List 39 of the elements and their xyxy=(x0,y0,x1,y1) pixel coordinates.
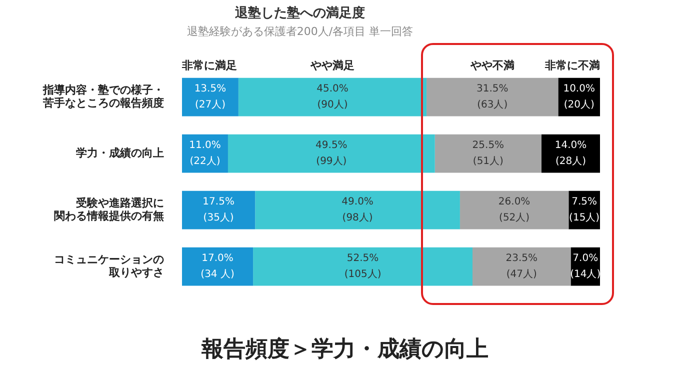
data-label: 7.0% (14人) xyxy=(570,253,601,280)
y-tick-label: 学力・成績の向上 xyxy=(76,146,164,160)
series-label: やや不満 xyxy=(469,59,514,72)
data-label: 45.0% (90人) xyxy=(316,84,348,111)
data-label: 11.0% (22人) xyxy=(189,140,221,168)
bar xyxy=(434,134,542,173)
bar xyxy=(182,247,254,286)
data-label: 49.0% (98人) xyxy=(342,196,374,224)
data-label: 26.0% (52人) xyxy=(498,196,530,224)
data-label: 17.5% (35人) xyxy=(202,196,234,224)
data-label: 25.5% (51人) xyxy=(472,140,504,168)
bar xyxy=(238,78,427,116)
bar xyxy=(426,78,558,116)
bar xyxy=(255,190,460,230)
data-label: 17.0% (34 人) xyxy=(200,253,234,280)
y-tick-label: 受験や進路選択に関わる情報提供の有無 xyxy=(54,196,164,223)
bar xyxy=(228,134,435,173)
bar xyxy=(472,247,571,286)
series-label: 非常に不満 xyxy=(544,59,600,72)
data-label: 10.0% (20人) xyxy=(563,84,595,111)
data-label: 23.5% (47人) xyxy=(506,253,538,280)
y-tick-label: コミュニケーションの取りやすさ xyxy=(54,252,164,280)
bar xyxy=(460,190,569,230)
data-label: 14.0% (28人) xyxy=(554,140,587,168)
y-tick-label: 指導内容・塾での様子・苦手なところの報告頻度 xyxy=(42,83,164,110)
data-label: 13.5% (27人) xyxy=(194,84,226,111)
text: 報告頻度＞学力・成績の向上 xyxy=(200,336,490,364)
data-label: 31.5% (63人) xyxy=(476,84,508,111)
series-label: やや満足 xyxy=(309,59,354,72)
bar xyxy=(541,134,600,173)
series-label: 非常に満足 xyxy=(181,59,237,72)
data-label: 7.5% (15人) xyxy=(569,196,600,224)
chart-subtitle: 退塾経験がある保護者200人/各項目 単一回答 xyxy=(186,25,414,38)
bar xyxy=(182,78,238,116)
chart-title: 退塾した塾への満足度 xyxy=(234,5,365,22)
data-label: 49.5% (99人) xyxy=(316,140,348,168)
bar xyxy=(182,190,256,230)
bar xyxy=(253,247,473,286)
data-label: 52.5% (105人) xyxy=(344,253,382,280)
